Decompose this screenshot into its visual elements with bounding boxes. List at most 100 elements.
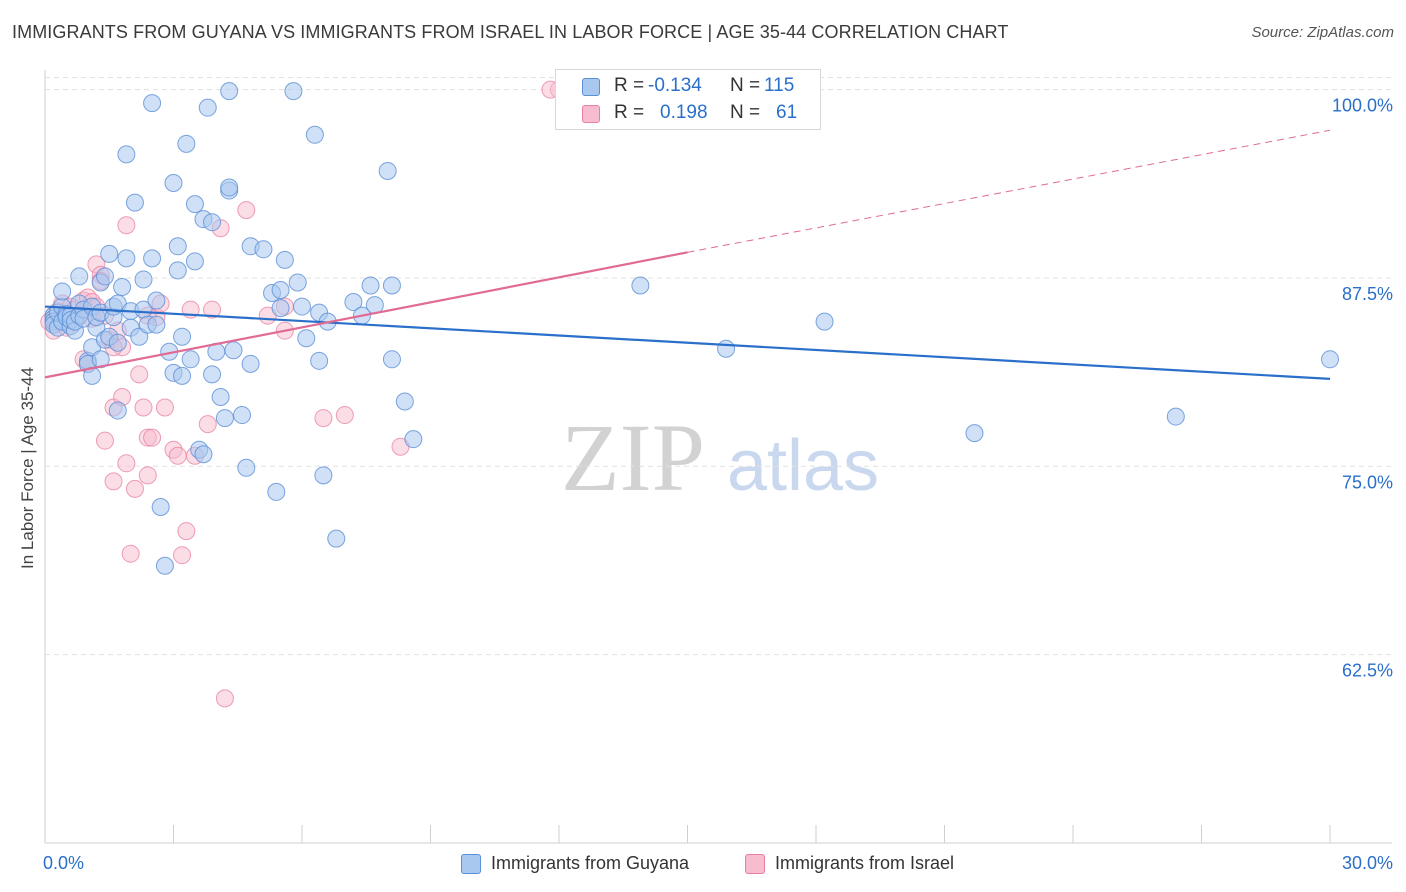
stats-legend: R = -0.134 N = 115 R = 0.198 N = 61 [555,69,821,130]
guyana-point [134,270,153,289]
guyana-point [224,341,243,360]
guyana-point [151,497,170,516]
israel-point [125,479,144,498]
israel-point [121,544,140,563]
guyana-point [155,556,174,575]
israel-point [177,522,196,541]
guyana-point [288,273,307,292]
x-tick-label: 30.0% [1342,853,1393,873]
guyana-point [95,267,114,286]
chart-title: IMMIGRANTS FROM GUYANA VS IMMIGRANTS FRO… [12,22,1009,42]
guyana-point [185,252,204,271]
israel-point [198,415,217,434]
guyana-point [717,339,736,358]
guyana-point [164,174,183,193]
guyana-point [203,365,222,384]
guyana-point [382,350,401,369]
guyana-point [233,406,252,425]
legend-row-israel: R = 0.198 N = 61 [556,102,822,126]
guyana-point [117,249,136,268]
guyana-point [965,424,984,443]
guyana-point [194,445,213,464]
israel-point [117,454,136,473]
guyana-point [220,178,239,197]
guyana-point [237,458,256,477]
israel-points [40,80,568,708]
tick-labels: 62.5% 75.0% 87.5% 100.0% 0.0% 30.0% [43,96,1393,873]
legend-r-value: 0.198 [660,102,708,123]
israel-point [95,431,114,450]
y-tick-label: 100.0% [1332,96,1393,116]
trend-lines [44,129,1331,380]
y-tick-label: 62.5% [1342,661,1393,681]
guyana-point [361,276,380,295]
israel-point [237,201,256,220]
guyana-point [344,293,363,312]
guyana-point [117,145,136,164]
guyana-point [198,98,217,117]
guyana-point [211,387,230,406]
guyana-point [203,213,222,232]
guyana-point [631,276,650,295]
guyana-point [125,193,144,212]
y-tick-label: 87.5% [1342,284,1393,304]
guyana-point [215,409,234,428]
guyana-trendline [44,305,1331,380]
guyana-point [267,482,286,501]
legend-n-value: 115 [764,75,795,96]
israel-point [215,689,234,708]
israel-trendline-extension [687,129,1331,253]
israel-point [130,365,149,384]
guyana-point [147,291,166,310]
legend-n-label: N = [730,75,761,96]
guyana-point [53,282,72,301]
guyana-point [271,280,290,299]
guyana-point [173,327,192,346]
guyana-point [113,277,132,296]
guyana-point [378,161,397,180]
guyana-point [143,249,162,268]
legend-label-israel: Immigrants from Israel [775,853,955,873]
guyana-point [70,267,89,286]
x-tick-label: 0.0% [43,853,84,873]
guyana-point [185,195,204,214]
guyana-point [254,240,273,259]
guyana-point [108,401,127,420]
watermark: ZIP atlas [561,404,879,511]
guyana-point [143,94,162,113]
guyana-point [173,366,192,385]
legend-row-guyana: R = -0.134 N = 115 [556,75,822,99]
legend-n-value: 61 [776,102,798,123]
guyana-point [241,354,260,373]
legend-r-label: R = [614,75,645,96]
israel-point [173,546,192,565]
israel-point [155,398,174,417]
guyana-point [271,299,290,318]
guyana-point [220,82,239,101]
guyana-point [395,392,414,411]
guyana-point [147,315,166,334]
guyana-point [177,134,196,153]
israel-point [134,398,153,417]
guyana-point [100,244,119,263]
guyana-point [284,82,303,101]
israel-point [104,472,123,491]
israel-point [203,300,222,319]
guyana-point [275,250,294,269]
israel-point [143,428,162,447]
israel-point [168,446,187,465]
guyana-point [181,350,200,369]
guyana-point [168,261,187,280]
source-attribution: Source: ZipAtlas.com [1251,24,1394,41]
series-legend: Immigrants from Guyana Immigrants from I… [0,852,1406,878]
guyana-point [293,297,311,316]
israel-point [117,216,136,235]
y-tick-label: 75.0% [1342,472,1393,492]
guyana-point [815,312,834,331]
israel-point [138,466,157,485]
guyana-point [168,237,187,256]
israel-swatch [582,105,600,123]
israel-point [335,406,354,425]
legend-label-guyana: Immigrants from Guyana [491,853,690,873]
